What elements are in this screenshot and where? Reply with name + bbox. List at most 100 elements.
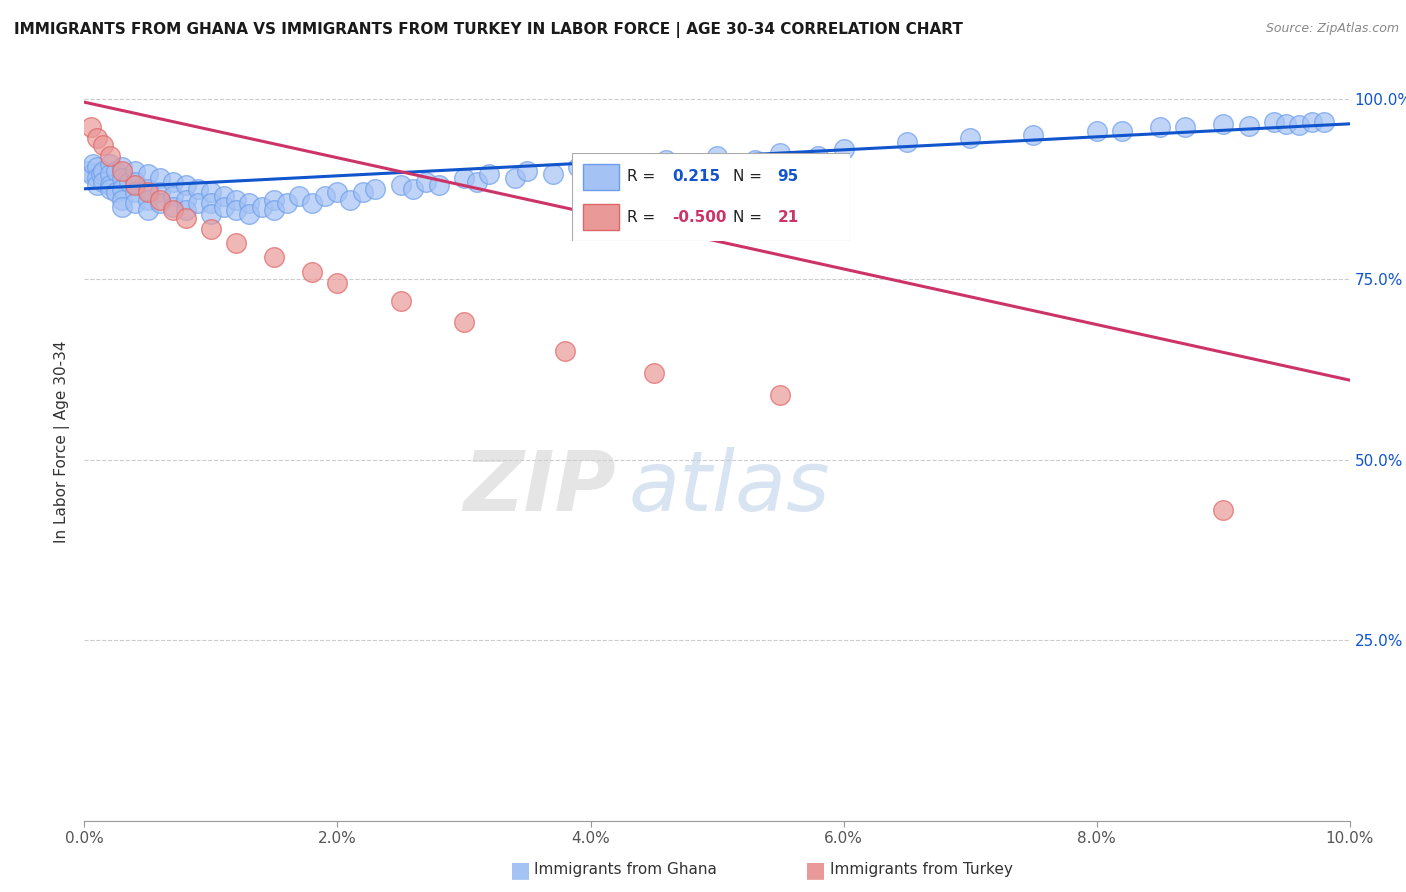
Point [79,120,103,135]
Point [1275,117,1298,131]
Y-axis label: In Labor Force | Age 30-34: In Labor Force | Age 30-34 [55,340,70,543]
Point [111,171,134,186]
Point [149,196,172,211]
Point [118,175,141,189]
Point [959,131,981,145]
Point [301,196,323,211]
Point [1301,115,1323,129]
Point [706,149,728,163]
Point [263,251,285,265]
Point [1212,117,1234,131]
Point [174,193,197,207]
Point [136,182,159,196]
Point [77,163,100,178]
Point [681,156,703,170]
Point [503,171,526,186]
Point [263,193,285,207]
Point [98,156,121,170]
Point [1212,503,1234,517]
Point [352,186,374,200]
Point [79,167,103,181]
Point [98,167,121,181]
Point [187,182,209,196]
Point [276,196,298,211]
Point [655,153,678,167]
Point [744,153,766,167]
Point [807,149,830,163]
Point [1111,124,1133,138]
Point [453,315,475,329]
Point [149,171,172,186]
Point [162,200,184,214]
Point [326,276,349,290]
Point [314,189,336,203]
Point [1149,120,1171,135]
Point [643,366,665,380]
Point [1085,124,1108,138]
Point [111,160,134,174]
Point [200,186,222,200]
Point [93,138,115,153]
Point [86,160,108,174]
Point [238,196,260,211]
Point [86,178,108,193]
Point [1022,128,1045,142]
Point [105,186,127,200]
Point [605,156,627,170]
Point [326,186,349,200]
Point [630,160,652,174]
Point [136,203,159,218]
Point [212,200,235,214]
Text: ■: ■ [806,860,825,880]
Point [162,203,184,218]
Point [124,186,146,200]
Point [541,167,564,181]
Text: IMMIGRANTS FROM GHANA VS IMMIGRANTS FROM TURKEY IN LABOR FORCE | AGE 30-34 CORRE: IMMIGRANTS FROM GHANA VS IMMIGRANTS FROM… [14,22,963,38]
Point [769,387,792,401]
Point [149,186,172,200]
Point [174,203,197,218]
Point [149,193,172,207]
Point [1313,114,1336,128]
Point [111,182,134,196]
Point [111,193,134,207]
Point [105,163,127,178]
Point [136,186,159,200]
Point [1174,120,1197,135]
Point [225,203,247,218]
Point [124,163,146,178]
Point [263,203,285,218]
Point [174,178,197,193]
Point [478,167,501,181]
Point [389,178,412,193]
Point [136,193,159,207]
Point [162,189,184,203]
Point [896,135,918,149]
Point [579,163,602,178]
Point [93,175,115,189]
Point [86,171,108,186]
Point [465,175,488,189]
Point [98,182,121,196]
Point [238,207,260,221]
Point [301,265,323,279]
Point [402,182,425,196]
Point [339,193,361,207]
Point [200,207,222,221]
Point [200,196,222,211]
Point [174,211,197,225]
Point [225,193,247,207]
Point [769,145,792,160]
Point [288,189,311,203]
Point [250,200,273,214]
Point [212,189,235,203]
Point [200,221,222,235]
Text: Immigrants from Ghana: Immigrants from Ghana [534,863,717,877]
Point [415,175,437,189]
Text: Source: ZipAtlas.com: Source: ZipAtlas.com [1265,22,1399,36]
Point [389,293,412,308]
Point [111,163,134,178]
Point [187,196,209,211]
Text: ■: ■ [510,860,530,880]
Point [162,175,184,189]
